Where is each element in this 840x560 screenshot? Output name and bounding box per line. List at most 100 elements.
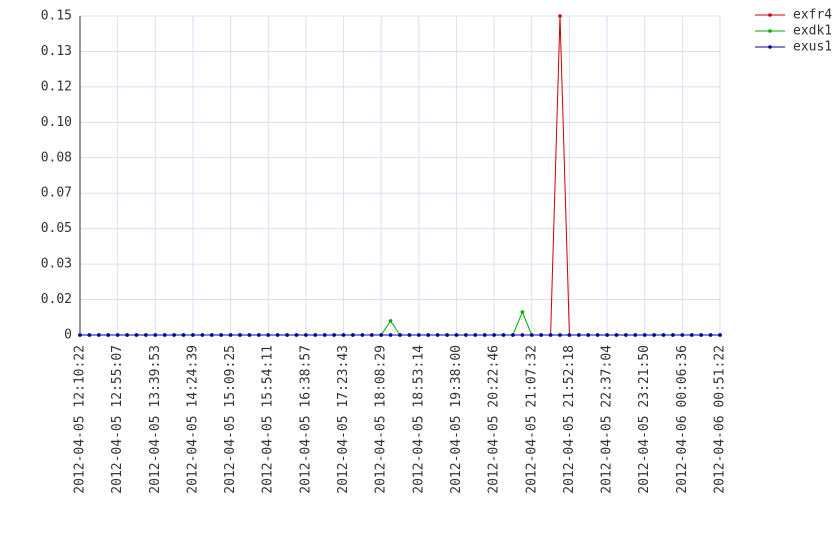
point: [671, 333, 675, 337]
point: [680, 333, 685, 337]
point: [87, 333, 92, 337]
point: [624, 333, 628, 337]
x-tick-label: 2012-04-05 12:10:22: [73, 345, 88, 494]
x-tick-label: 2012-04-05 12:55:07: [110, 345, 125, 494]
y-tick-label: 0: [64, 328, 72, 343]
point: [219, 333, 223, 337]
point: [586, 333, 591, 337]
point: [172, 333, 176, 337]
point: [577, 333, 581, 337]
point: [652, 333, 656, 337]
point: [275, 333, 280, 337]
x-tick-label: 2012-04-05 16:38:57: [298, 345, 313, 494]
point: [558, 14, 562, 18]
point: [332, 333, 336, 337]
x-tick-label: 2012-04-05 21:52:18: [562, 345, 577, 494]
y-tick-label: 0.02: [41, 292, 72, 307]
point: [689, 333, 694, 337]
x-tick-label: 2012-04-06 00:06:36: [675, 345, 690, 494]
point: [200, 333, 205, 337]
y-tick-label: 0.03: [41, 257, 72, 272]
point: [605, 333, 609, 337]
point: [322, 333, 327, 337]
legend-label: exfr4: [793, 8, 832, 23]
x-tick-label: 2012-04-05 22:37:04: [600, 345, 615, 494]
point: [417, 333, 421, 337]
legend-label: exus1: [793, 40, 832, 55]
point: [134, 333, 139, 337]
point: [520, 310, 525, 314]
point: [379, 333, 383, 337]
point: [106, 333, 111, 337]
point: [699, 333, 703, 337]
point: [209, 333, 214, 337]
legend-dot: [768, 29, 772, 33]
x-tick-label: 2012-04-05 20:22:46: [487, 345, 502, 494]
point: [238, 333, 242, 337]
point: [492, 333, 496, 337]
point: [511, 333, 515, 337]
point: [304, 333, 308, 337]
x-tick-label: 2012-04-05 19:38:00: [449, 345, 464, 494]
x-tick-label: 2012-04-05 18:08:29: [374, 345, 389, 494]
point: [548, 333, 553, 337]
point: [595, 333, 600, 337]
x-tick-label: 2012-04-05 21:07:32: [524, 345, 539, 494]
x-tick-label: 2012-04-05 13:39:53: [148, 345, 163, 494]
point: [529, 333, 534, 337]
point: [558, 333, 562, 337]
point: [144, 333, 148, 337]
x-tick-label: 2012-04-05 17:23:43: [336, 345, 351, 494]
legend-label: exdk1: [793, 24, 832, 39]
point: [228, 333, 233, 337]
point: [661, 333, 666, 337]
point: [369, 333, 374, 337]
y-tick-label: 0.13: [41, 44, 72, 59]
point: [614, 333, 619, 337]
x-tick-label: 2012-04-06 00:51:22: [713, 345, 728, 494]
legend-dot: [768, 13, 772, 17]
point: [388, 319, 393, 323]
point: [247, 333, 252, 337]
point: [426, 333, 431, 337]
point: [435, 333, 440, 337]
point: [181, 333, 186, 337]
point: [567, 333, 572, 337]
point: [266, 333, 271, 337]
point: [257, 333, 261, 337]
point: [708, 333, 713, 337]
point: [633, 333, 638, 337]
point: [341, 333, 346, 337]
point: [482, 333, 487, 337]
point: [115, 333, 120, 337]
point: [642, 333, 647, 337]
point: [407, 333, 412, 337]
x-tick-label: 2012-04-05 23:21:50: [637, 345, 652, 494]
point: [313, 333, 318, 337]
series-line: [80, 310, 720, 336]
y-tick-label: 0.07: [41, 186, 72, 201]
series-line: [80, 15, 720, 336]
point: [360, 333, 365, 337]
point: [398, 333, 402, 337]
point: [464, 333, 468, 337]
point: [501, 333, 506, 337]
legend-dot: [768, 45, 772, 49]
point: [520, 333, 525, 337]
x-tick-label: 2012-04-05 14:24:39: [185, 345, 200, 494]
point: [473, 333, 478, 337]
y-tick-label: 0.12: [41, 79, 72, 94]
point: [97, 333, 101, 337]
point: [445, 333, 449, 337]
point: [454, 333, 459, 337]
x-tick-label: 2012-04-05 15:54:11: [261, 345, 276, 494]
point: [388, 333, 393, 337]
point: [718, 333, 722, 337]
y-tick-label: 0.08: [41, 150, 72, 165]
point: [125, 333, 129, 337]
point: [294, 333, 299, 337]
point: [539, 333, 543, 337]
x-tick-label: 2012-04-05 18:53:14: [411, 345, 426, 494]
point: [285, 333, 289, 337]
